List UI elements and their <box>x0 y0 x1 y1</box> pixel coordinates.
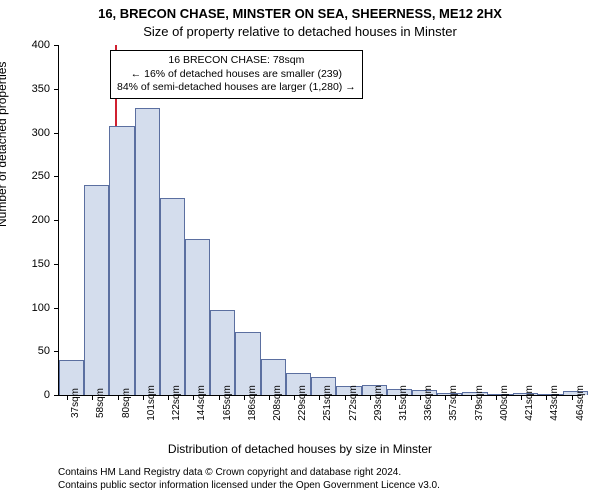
footer-line1: Contains HM Land Registry data © Crown c… <box>58 466 440 479</box>
x-tick <box>143 395 144 400</box>
x-tick <box>269 395 270 400</box>
y-tick <box>54 264 59 265</box>
x-tick <box>319 395 320 400</box>
x-tick <box>420 395 421 400</box>
y-tick-label: 50 <box>0 345 50 357</box>
x-tick <box>496 395 497 400</box>
x-tick-label: 165sqm <box>222 385 233 421</box>
annotation-line2: ← 16% of detached houses are smaller (23… <box>117 68 356 82</box>
x-tick-label: 101sqm <box>146 385 157 421</box>
x-tick <box>168 395 169 400</box>
annotation-box: 16 BRECON CHASE: 78sqm ← 16% of detached… <box>110 50 363 99</box>
x-tick <box>445 395 446 400</box>
x-tick-label: 229sqm <box>297 385 308 421</box>
chart-title-line1: 16, BRECON CHASE, MINSTER ON SEA, SHEERN… <box>0 6 600 21</box>
x-tick-label: 357sqm <box>448 385 459 421</box>
histogram-bar <box>160 198 185 395</box>
annotation-line3: 84% of semi-detached houses are larger (… <box>117 81 356 95</box>
x-tick-label: 122sqm <box>171 385 182 421</box>
x-tick-label: 464sqm <box>575 385 586 421</box>
y-tick-label: 100 <box>0 302 50 314</box>
footer-line2: Contains public sector information licen… <box>58 479 440 492</box>
x-tick <box>471 395 472 400</box>
y-tick <box>54 395 59 396</box>
x-tick-label: 58sqm <box>95 388 106 418</box>
x-tick <box>572 395 573 400</box>
x-tick <box>370 395 371 400</box>
x-tick-label: 443sqm <box>549 385 560 421</box>
x-tick <box>67 395 68 400</box>
annotation-line1: 16 BRECON CHASE: 78sqm <box>117 54 356 68</box>
y-tick <box>54 89 59 90</box>
x-tick-label: 208sqm <box>272 385 283 421</box>
y-tick <box>54 220 59 221</box>
histogram-bar <box>84 185 109 395</box>
x-tick <box>193 395 194 400</box>
y-tick-label: 250 <box>0 170 50 182</box>
x-tick <box>395 395 396 400</box>
y-tick-label: 350 <box>0 83 50 95</box>
x-tick-label: 421sqm <box>524 385 535 421</box>
x-tick-label: 272sqm <box>348 385 359 421</box>
y-tick-label: 400 <box>0 39 50 51</box>
x-tick <box>219 395 220 400</box>
x-tick <box>521 395 522 400</box>
histogram-bar <box>135 108 160 395</box>
y-tick <box>54 308 59 309</box>
x-tick-label: 37sqm <box>70 388 81 418</box>
x-tick-label: 336sqm <box>423 385 434 421</box>
x-tick-label: 80sqm <box>121 388 132 418</box>
x-tick <box>118 395 119 400</box>
histogram-bar <box>109 126 134 396</box>
x-tick-label: 379sqm <box>474 385 485 421</box>
x-tick-label: 186sqm <box>247 385 258 421</box>
footer-attribution: Contains HM Land Registry data © Crown c… <box>58 466 440 492</box>
chart-title-line2: Size of property relative to detached ho… <box>0 24 600 39</box>
x-tick <box>345 395 346 400</box>
histogram-bar <box>210 310 235 395</box>
histogram-bar <box>185 239 210 395</box>
x-axis-label: Distribution of detached houses by size … <box>0 442 600 456</box>
x-tick-label: 315sqm <box>398 385 409 421</box>
y-tick <box>54 176 59 177</box>
x-tick <box>546 395 547 400</box>
y-tick-label: 150 <box>0 258 50 270</box>
x-tick <box>294 395 295 400</box>
y-tick <box>54 351 59 352</box>
x-tick-label: 400sqm <box>499 385 510 421</box>
x-tick <box>244 395 245 400</box>
x-tick <box>92 395 93 400</box>
y-tick <box>54 133 59 134</box>
y-tick-label: 300 <box>0 127 50 139</box>
y-tick-label: 0 <box>0 389 50 401</box>
x-tick-label: 293sqm <box>373 385 384 421</box>
x-tick-label: 144sqm <box>196 385 207 421</box>
y-tick <box>54 45 59 46</box>
y-tick-label: 200 <box>0 214 50 226</box>
x-tick-label: 251sqm <box>322 385 333 421</box>
